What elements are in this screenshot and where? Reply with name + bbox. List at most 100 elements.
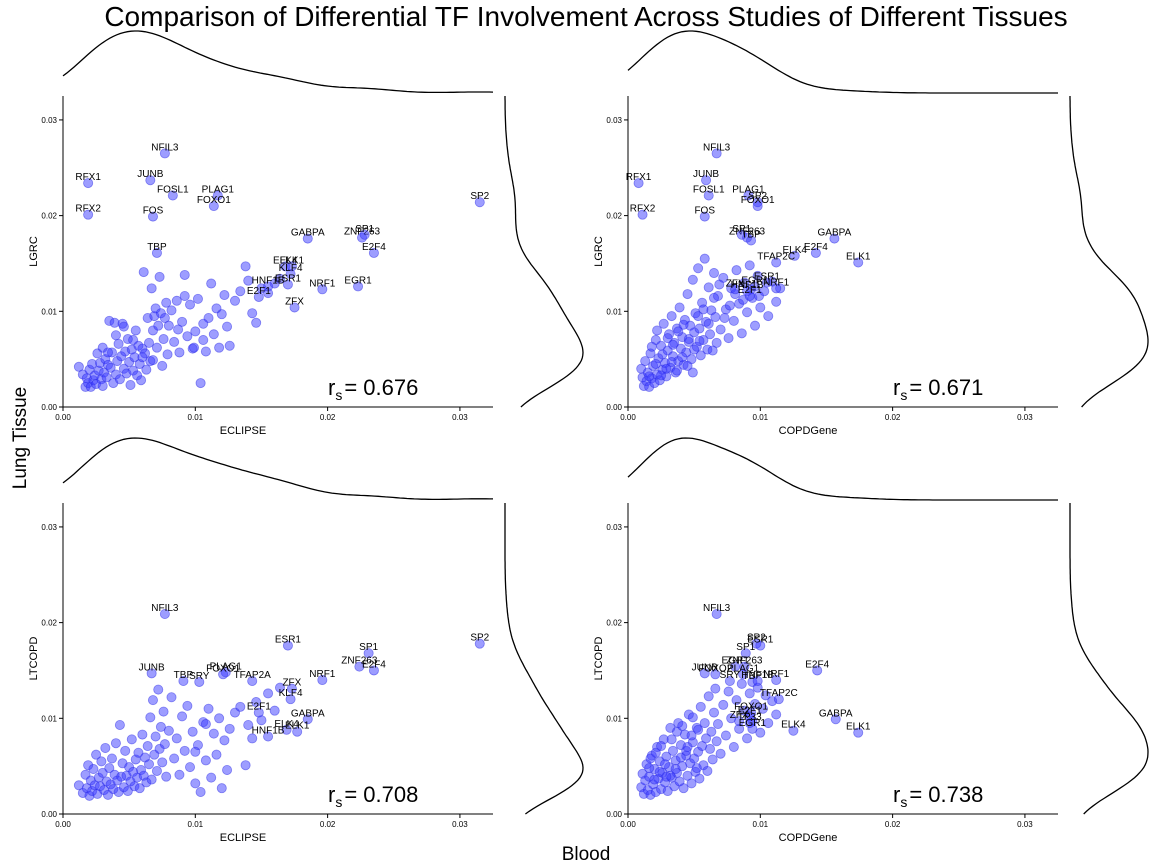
data-point bbox=[194, 676, 205, 687]
point-label: ELK4 bbox=[273, 255, 298, 266]
data-point bbox=[703, 691, 714, 702]
data-point bbox=[285, 694, 296, 705]
data-point bbox=[286, 683, 297, 694]
data-point bbox=[761, 277, 772, 288]
data-point bbox=[689, 344, 700, 355]
point-label: E2F1 bbox=[247, 702, 271, 713]
data-point bbox=[143, 337, 154, 348]
y-tick-label: 0.01 bbox=[606, 714, 622, 723]
point-label: GABPA bbox=[818, 228, 852, 239]
point-label: RFX2 bbox=[630, 204, 656, 215]
data-point bbox=[644, 763, 655, 774]
point-label: JUNB bbox=[692, 662, 718, 673]
point-label: NFIL3 bbox=[151, 603, 179, 614]
x-tick-label: 0.03 bbox=[1017, 820, 1033, 829]
y-tick-label: 0.02 bbox=[606, 619, 622, 628]
data-point bbox=[699, 718, 710, 729]
data-point bbox=[752, 201, 763, 212]
data-point bbox=[151, 247, 162, 258]
data-point bbox=[200, 755, 211, 766]
point-label: SP2 bbox=[747, 633, 766, 644]
data-point bbox=[720, 730, 731, 741]
spearman-annotation: rs= 0.671 bbox=[893, 375, 983, 403]
data-point bbox=[91, 749, 102, 760]
data-point bbox=[368, 247, 379, 258]
data-point bbox=[687, 712, 698, 723]
data-point bbox=[188, 342, 199, 353]
data-point bbox=[137, 729, 148, 740]
data-point bbox=[162, 349, 173, 360]
data-point bbox=[151, 765, 162, 776]
data-point bbox=[755, 302, 766, 313]
data-point bbox=[263, 731, 274, 742]
data-point bbox=[812, 665, 823, 676]
data-point bbox=[141, 364, 152, 375]
data-point bbox=[222, 321, 233, 332]
data-point bbox=[146, 668, 157, 679]
point-label: FOS bbox=[143, 206, 164, 217]
point-label: FOXO1 bbox=[734, 702, 768, 713]
data-point bbox=[178, 675, 189, 686]
data-point bbox=[171, 295, 182, 306]
y-tick-label: 0.02 bbox=[41, 212, 57, 221]
data-point bbox=[169, 336, 180, 347]
data-point bbox=[710, 683, 721, 694]
y-tick-label: 0.01 bbox=[41, 307, 57, 316]
data-point bbox=[253, 707, 264, 718]
point-label: GABPA bbox=[291, 708, 325, 719]
point-label: ELK1 bbox=[846, 722, 871, 733]
point-label: GABPA bbox=[291, 228, 325, 239]
data-point bbox=[177, 316, 188, 327]
data-point bbox=[126, 734, 137, 745]
data-point bbox=[153, 320, 164, 331]
rs-subscript: s bbox=[335, 794, 342, 810]
data-point bbox=[771, 675, 782, 686]
data-point bbox=[235, 286, 246, 297]
data-point bbox=[147, 211, 158, 222]
data-point bbox=[650, 358, 661, 369]
data-point bbox=[158, 706, 169, 717]
data-point bbox=[694, 323, 705, 334]
data-point bbox=[755, 727, 766, 738]
rs-symbol: r bbox=[328, 375, 335, 400]
x-tick-label: 0.02 bbox=[320, 413, 336, 422]
data-point bbox=[253, 291, 264, 302]
data-point bbox=[134, 783, 145, 794]
data-point bbox=[711, 148, 722, 159]
point-label: FOXO2 bbox=[698, 663, 732, 674]
point-label: KLF4 bbox=[279, 688, 303, 699]
data-point bbox=[714, 279, 725, 290]
point-label: JUNB bbox=[137, 169, 163, 180]
data-point bbox=[224, 340, 235, 351]
point-label: FOXO1 bbox=[197, 195, 231, 206]
data-point bbox=[736, 328, 747, 339]
spearman-annotation: rs= 0.676 bbox=[328, 375, 418, 403]
y-axis-title: LTCOPD bbox=[28, 637, 40, 681]
point-label: NRF1 bbox=[309, 278, 336, 289]
data-point bbox=[218, 669, 229, 680]
data-point bbox=[723, 686, 734, 697]
point-label: E2F4 bbox=[805, 659, 829, 670]
data-point bbox=[723, 333, 734, 344]
data-point bbox=[747, 723, 758, 734]
point-label: NFIL3 bbox=[703, 142, 731, 153]
data-point bbox=[317, 284, 328, 295]
data-point bbox=[709, 707, 720, 718]
data-point bbox=[709, 268, 720, 279]
point-label: JUNB bbox=[139, 662, 165, 673]
data-point bbox=[699, 211, 710, 222]
data-point bbox=[703, 318, 714, 329]
point-label: FOXO1 bbox=[206, 663, 240, 674]
point-label: SP1 bbox=[736, 642, 755, 653]
data-point bbox=[174, 769, 185, 780]
data-point bbox=[728, 315, 739, 326]
data-point bbox=[693, 724, 704, 735]
scatter-panel-1: 0.000.00 0.01 0.01 0.02 0.02 0.03 0.03 ECLIPSE L… bbox=[28, 30, 584, 437]
y-axis-title: LGRC bbox=[28, 236, 40, 267]
point-label: FOSL1 bbox=[693, 185, 725, 196]
data-point bbox=[179, 269, 190, 280]
rs-value: = 0.676 bbox=[344, 375, 418, 400]
data-point bbox=[292, 726, 303, 737]
data-point bbox=[185, 762, 196, 773]
